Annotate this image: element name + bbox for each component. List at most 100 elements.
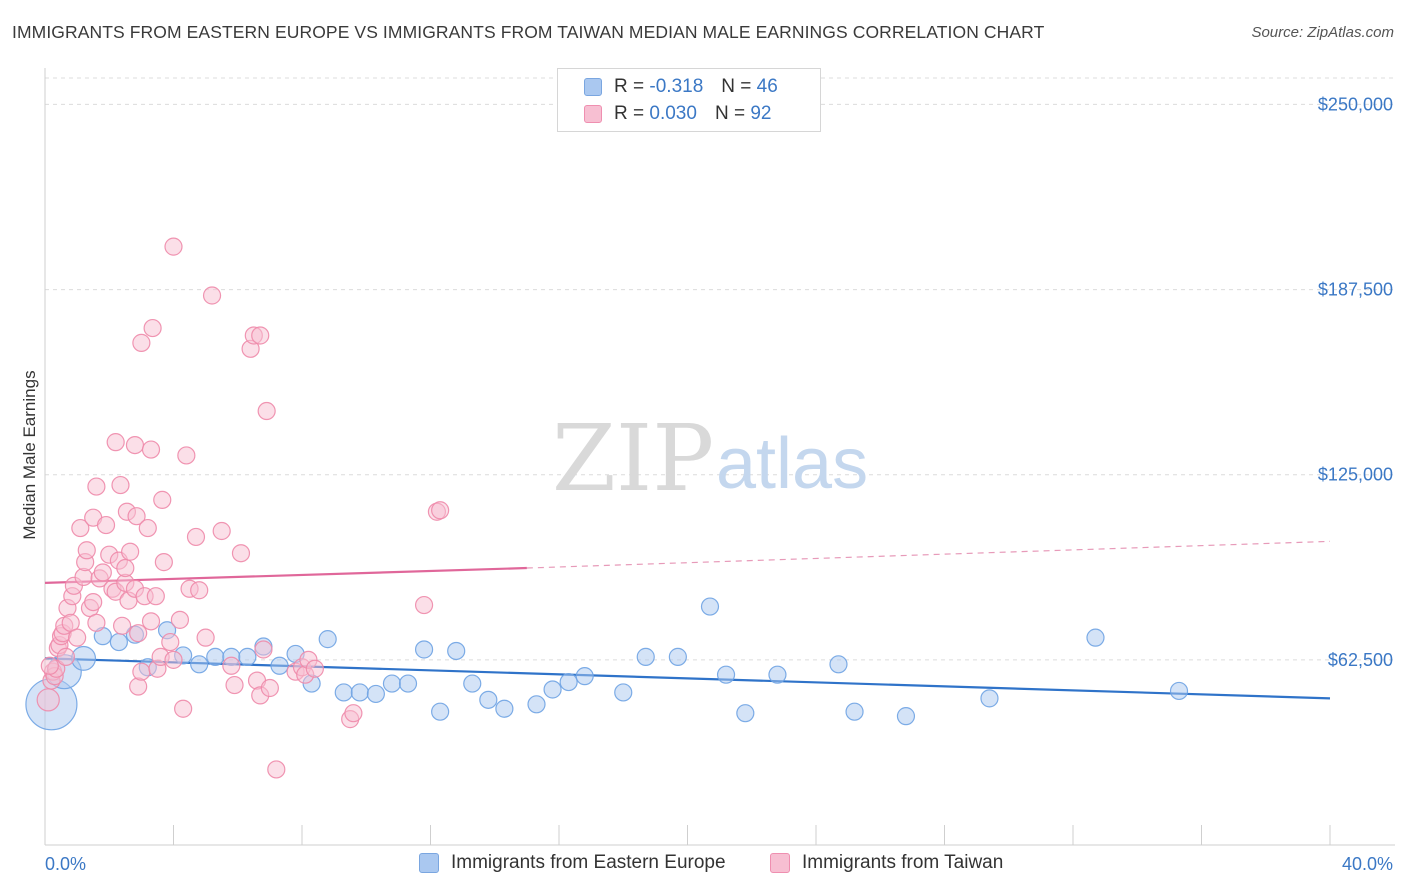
point-taiwan xyxy=(212,521,231,541)
point-eastern-europe xyxy=(190,655,209,674)
point-eastern-europe xyxy=(382,674,402,693)
point-eastern-europe xyxy=(398,674,418,693)
point-taiwan xyxy=(177,446,196,465)
bottom-legend-swatch-eastern-europe xyxy=(419,853,439,873)
source-label: Source: ZipAtlas.com xyxy=(1251,24,1394,41)
point-taiwan xyxy=(93,563,112,582)
point-taiwan xyxy=(132,662,151,681)
point-eastern-europe xyxy=(575,667,594,686)
trend-line-taiwan-extension xyxy=(526,540,1331,569)
legend-n-value: 46 xyxy=(756,76,778,97)
point-taiwan xyxy=(96,515,116,535)
point-taiwan xyxy=(267,760,286,779)
legend-r-label: R = xyxy=(614,103,645,124)
point-eastern-europe xyxy=(543,680,562,699)
point-eastern-europe xyxy=(206,647,225,666)
point-eastern-europe xyxy=(829,655,848,674)
point-eastern-europe xyxy=(109,632,128,652)
point-taiwan xyxy=(138,518,157,538)
point-taiwan xyxy=(84,592,103,612)
point-eastern-europe xyxy=(614,683,633,702)
bottom-legend-swatch-taiwan xyxy=(770,853,790,873)
point-eastern-europe xyxy=(527,695,546,714)
point-taiwan xyxy=(251,326,270,345)
point-taiwan xyxy=(127,507,146,526)
point-taiwan xyxy=(132,333,151,352)
y-tick-label: $125,000 xyxy=(1318,465,1393,485)
legend-n-label: N = xyxy=(721,76,752,97)
point-taiwan xyxy=(112,616,132,635)
point-eastern-europe xyxy=(334,683,353,702)
point-taiwan xyxy=(121,542,140,561)
point-taiwan xyxy=(125,435,145,455)
point-taiwan xyxy=(143,318,162,338)
point-eastern-europe xyxy=(414,640,434,659)
point-taiwan xyxy=(153,490,172,509)
legend-r-value: 0.030 xyxy=(649,103,697,124)
point-eastern-europe xyxy=(736,704,755,723)
legend-row-eastern-europe: R = -0.318 N = 46 xyxy=(584,75,778,99)
point-taiwan xyxy=(87,477,106,496)
point-taiwan xyxy=(231,544,251,563)
point-taiwan xyxy=(164,237,183,256)
point-eastern-europe xyxy=(479,690,498,709)
point-taiwan xyxy=(141,440,161,459)
point-eastern-europe xyxy=(700,597,720,616)
legend-swatch-taiwan xyxy=(584,105,602,123)
y-tick-label: $250,000 xyxy=(1318,94,1393,114)
chart-title: IMMIGRANTS FROM EASTERN EUROPE VS IMMIGR… xyxy=(12,22,1045,42)
point-taiwan xyxy=(186,527,206,547)
point-eastern-europe xyxy=(1169,681,1189,701)
legend-row-taiwan: R = 0.030 N = 92 xyxy=(584,102,771,126)
grid-lines xyxy=(45,77,1395,661)
y-axis-label: Median Male Earnings xyxy=(20,370,39,539)
point-taiwan xyxy=(254,640,273,659)
point-taiwan xyxy=(111,475,130,495)
point-taiwan xyxy=(154,553,173,572)
point-eastern-europe xyxy=(559,672,578,692)
point-taiwan xyxy=(222,656,241,675)
watermark-zip: ZIP xyxy=(552,405,714,512)
point-taiwan xyxy=(68,628,87,647)
point-taiwan xyxy=(129,677,148,696)
point-eastern-europe xyxy=(366,684,385,704)
point-taiwan xyxy=(56,647,75,666)
legend-r-value: -0.318 xyxy=(649,76,704,97)
point-eastern-europe xyxy=(431,702,450,721)
point-eastern-europe xyxy=(71,645,97,671)
watermark-atlas: atlas xyxy=(716,424,868,504)
point-taiwan xyxy=(36,688,60,712)
point-eastern-europe xyxy=(845,702,864,721)
point-eastern-europe xyxy=(896,707,916,726)
point-taiwan xyxy=(146,587,165,606)
data-points xyxy=(25,237,1189,779)
point-taiwan xyxy=(202,286,222,305)
point-taiwan xyxy=(141,612,161,631)
legend-n-label: N = xyxy=(714,103,746,124)
point-eastern-europe xyxy=(238,647,257,666)
point-eastern-europe xyxy=(495,699,514,718)
point-taiwan xyxy=(344,704,363,723)
point-taiwan xyxy=(40,656,59,675)
point-taiwan xyxy=(129,624,148,643)
point-eastern-europe xyxy=(716,665,736,684)
point-taiwan xyxy=(257,401,276,421)
bottom-legend-label-taiwan: Immigrants from Taiwan xyxy=(802,852,1004,873)
y-tick-label: $187,500 xyxy=(1318,280,1393,300)
point-eastern-europe xyxy=(447,641,466,661)
correlation-legend: R = -0.318 N = 46 R = 0.030 N = 92 xyxy=(557,68,821,132)
x-tick-label: 0.0% xyxy=(45,854,86,874)
point-taiwan xyxy=(431,501,450,520)
point-eastern-europe xyxy=(668,647,687,666)
point-eastern-europe xyxy=(270,656,289,675)
point-taiwan xyxy=(77,541,96,560)
point-taiwan xyxy=(305,659,324,678)
point-eastern-europe xyxy=(350,683,369,702)
y-tick-labels: $62,500 $125,000 $187,500 $250,000 xyxy=(1318,94,1393,669)
point-taiwan xyxy=(225,675,244,695)
bottom-legend-taiwan: Immigrants from Taiwan xyxy=(770,852,1003,874)
point-taiwan xyxy=(260,678,279,698)
point-taiwan xyxy=(106,433,125,452)
trend-lines xyxy=(44,540,1331,700)
